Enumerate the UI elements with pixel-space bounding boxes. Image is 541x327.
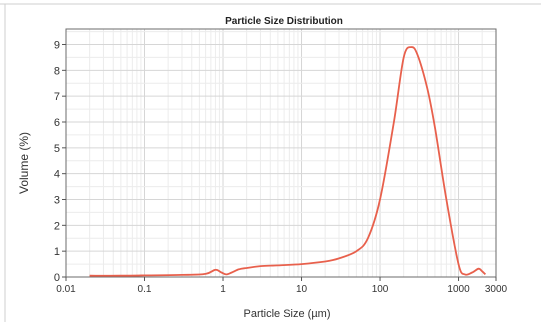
x-tick-label: 10 xyxy=(296,284,308,295)
y-tick-label: 1 xyxy=(54,246,60,258)
x-tick-label: 0.1 xyxy=(138,284,152,295)
series-layer xyxy=(89,46,487,277)
x-tick-label: 1 xyxy=(220,284,226,295)
y-tick-label: 8 xyxy=(54,65,60,77)
plot-area-frame xyxy=(65,28,497,278)
x-tick-label: 3000 xyxy=(485,284,508,295)
y-tick-label: 3 xyxy=(54,195,60,207)
y-tick-label: 0 xyxy=(54,272,60,284)
chart-title: Particle Size Distribution xyxy=(225,16,343,27)
x-tick-label: 1000 xyxy=(447,284,470,295)
y-axis-ticks: 0 1 2 3 4 5 6 7 8 9 xyxy=(54,40,66,284)
x-tick-label: 100 xyxy=(372,284,389,295)
y-tick-label: 2 xyxy=(54,220,60,232)
y-tick-label: 9 xyxy=(54,40,60,52)
y-tick-label: 6 xyxy=(54,117,60,129)
x-axis-label: Particle Size (µm) xyxy=(243,308,330,320)
y-tick-label: 4 xyxy=(54,169,60,181)
x-axis-ticks: 0.01 0.1 1 10 100 1000 3000 xyxy=(56,277,508,295)
y-tick-label: 7 xyxy=(54,91,60,103)
series-line xyxy=(89,46,487,277)
x-tick-label: 0.01 xyxy=(56,284,76,295)
y-axis-label: Volume (%) xyxy=(17,132,31,194)
y-tick-label: 5 xyxy=(54,143,60,155)
